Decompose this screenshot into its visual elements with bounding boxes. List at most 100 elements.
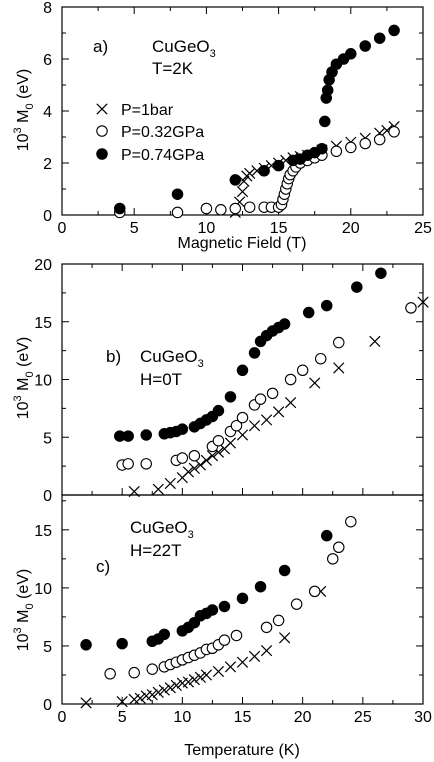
data-point-open-circle [243,201,256,213]
data-point-open-circle [345,515,357,528]
data-point-open-circle [333,541,345,553]
data-point-filled-circle [319,115,331,128]
data-point-cross [272,406,285,418]
data-point-cross [212,665,225,678]
panel-c-condition: H=22T [130,541,182,560]
data-point-cross [152,686,164,699]
y-tick-label: 4 [43,104,52,121]
data-point-filled-circle [278,564,291,577]
y-tick-label: 15 [34,315,52,332]
legend-marker-filled-circle [96,148,108,160]
data-point-filled-circle [80,639,92,651]
x-tick-label: 20 [294,709,312,726]
data-point-filled-circle [375,267,387,279]
data-point-cross [285,396,297,409]
data-point-filled-circle [236,592,249,605]
y-tick-label: 2 [43,156,52,173]
data-point-open-circle [146,663,159,675]
legend-label-074gpa: P=0.74GPa [121,147,204,164]
data-point-cross [116,696,128,708]
data-point-filled-circle [158,628,171,641]
y-tick-label: 8 [43,0,52,17]
data-point-filled-circle [258,165,270,177]
data-point-open-circle [359,137,371,150]
x-tick-label: 10 [198,220,216,237]
y-tick-label: 0 [43,488,52,505]
data-point-cross [188,462,200,475]
panel-c-compound: CuGeO3 [130,518,194,541]
data-point-cross [236,656,249,668]
data-point-open-circle [230,419,243,432]
y-tick-label: 6 [43,52,52,69]
x-tick-label: 20 [342,220,360,237]
axes-frame [61,263,424,496]
y-tick-label: 10 [34,373,52,390]
axes-frame [61,6,424,216]
data-point-open-circle [200,202,213,215]
data-point-open-circle [388,126,400,138]
data-point-filled-circle [345,48,357,60]
data-point-open-circle [296,364,309,377]
data-point-filled-circle [373,32,386,44]
data-point-open-circle [272,614,285,627]
data-point-open-circle [284,373,297,386]
panel-a-condition: T=2K [152,59,194,78]
data-point-filled-circle [206,604,219,616]
data-point-filled-circle [316,142,328,155]
x-tick-label: 15 [234,709,252,726]
data-point-open-circle [230,629,243,642]
y-tick-label: 10 [34,581,52,598]
data-point-cross [309,377,321,389]
data-point-cross [260,414,273,426]
x-tick-label: 5 [130,220,139,237]
x-tick-label: 15 [270,220,288,237]
data-point-open-circle [373,133,386,146]
data-point-open-circle [314,352,327,365]
panel-c-markers [80,515,357,709]
data-point-open-circle [308,585,321,598]
data-point-cross [158,684,170,696]
data-point-filled-circle [351,281,363,293]
data-point-filled-circle [171,188,184,200]
data-point-cross [164,477,176,490]
data-point-open-circle [176,452,189,464]
data-point-filled-circle [116,637,128,650]
data-point-cross [206,450,219,462]
data-point-cross [188,673,200,686]
panel-a-axes: 0 5 10 15 20 25 0 2 4 6 8 [43,0,432,237]
x-tick-label: 25 [354,709,372,726]
data-point-cross [200,454,213,466]
y-tick-label: 5 [43,639,52,656]
data-point-open-circle [122,458,134,470]
data-point-cross [224,437,237,449]
data-point-cross [200,669,213,681]
x-tick-label: 0 [58,220,67,237]
panel-a-markers [114,24,400,219]
data-point-cross [194,671,207,683]
data-point-filled-circle [212,404,225,417]
data-point-filled-circle [254,580,267,593]
legend-markers [96,103,108,160]
legend-marker-open-circle [96,125,108,137]
y-tick-label: 0 [43,697,52,714]
y-tick-label: 0 [43,208,52,225]
panel-b-axes: 0 5 10 15 20 [34,257,424,505]
data-point-open-circle [290,598,303,610]
data-point-filled-circle [229,174,242,186]
panel-c-ylabel: 103 M0 (eV) [12,569,36,652]
panel-a-legend: P=1bar P=0.32GPa P=0.74GPa [96,102,204,164]
data-point-filled-circle [218,600,231,613]
data-point-filled-circle [320,529,333,542]
panel-b-markers [114,267,429,498]
panel-c-label: c) [96,557,110,576]
x-tick-label: 5 [118,709,127,726]
data-point-filled-circle [272,159,285,172]
x-tick-label: 10 [173,709,191,726]
data-point-filled-circle [320,299,333,312]
data-point-cross [80,697,92,709]
data-point-filled-circle [359,40,371,52]
data-point-open-circle [333,336,345,349]
data-point-cross [236,429,249,441]
x-tick-label: 0 [58,709,67,726]
